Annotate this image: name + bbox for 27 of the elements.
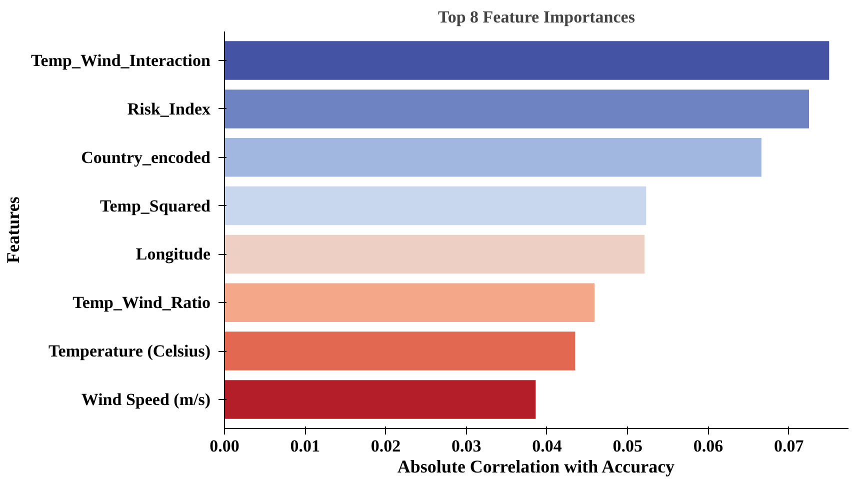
- y-tick-label: Risk_Index: [127, 99, 211, 118]
- y-tick-label: Temperature (Celsius): [48, 342, 211, 361]
- x-tick-label: 0.04: [532, 436, 562, 456]
- y-tick-label: Wind Speed (m/s): [81, 390, 211, 409]
- y-tick-label: Temp_Wind_Ratio: [72, 293, 211, 312]
- x-tick-label: 0.06: [693, 436, 724, 456]
- bar: [224, 186, 646, 226]
- bar: [224, 41, 830, 80]
- y-tick-label: Temp_Squared: [100, 196, 212, 216]
- bar: [224, 380, 536, 419]
- chart-title: Top 8 Feature Importances: [438, 8, 636, 26]
- bar: [224, 138, 762, 177]
- bar: [224, 234, 645, 274]
- x-tick-label: 0.01: [290, 436, 320, 456]
- x-tick-label: 0.07: [774, 436, 804, 456]
- bar: [224, 283, 595, 322]
- bar: [224, 90, 809, 128]
- x-tick-label: 0.00: [210, 436, 240, 456]
- y-axis-title: Features: [3, 196, 24, 264]
- y-tick-label: Temp_Wind_Interaction: [31, 51, 212, 70]
- x-axis-title: Absolute Correlation with Accuracy: [397, 456, 675, 476]
- y-tick-label: Country_encoded: [81, 148, 212, 167]
- x-tick-label: 0.03: [451, 436, 482, 456]
- y-tick-label: Longitude: [136, 244, 211, 264]
- x-tick-label: 0.05: [612, 436, 642, 456]
- x-tick-label: 0.02: [370, 436, 401, 456]
- bar: [224, 332, 576, 370]
